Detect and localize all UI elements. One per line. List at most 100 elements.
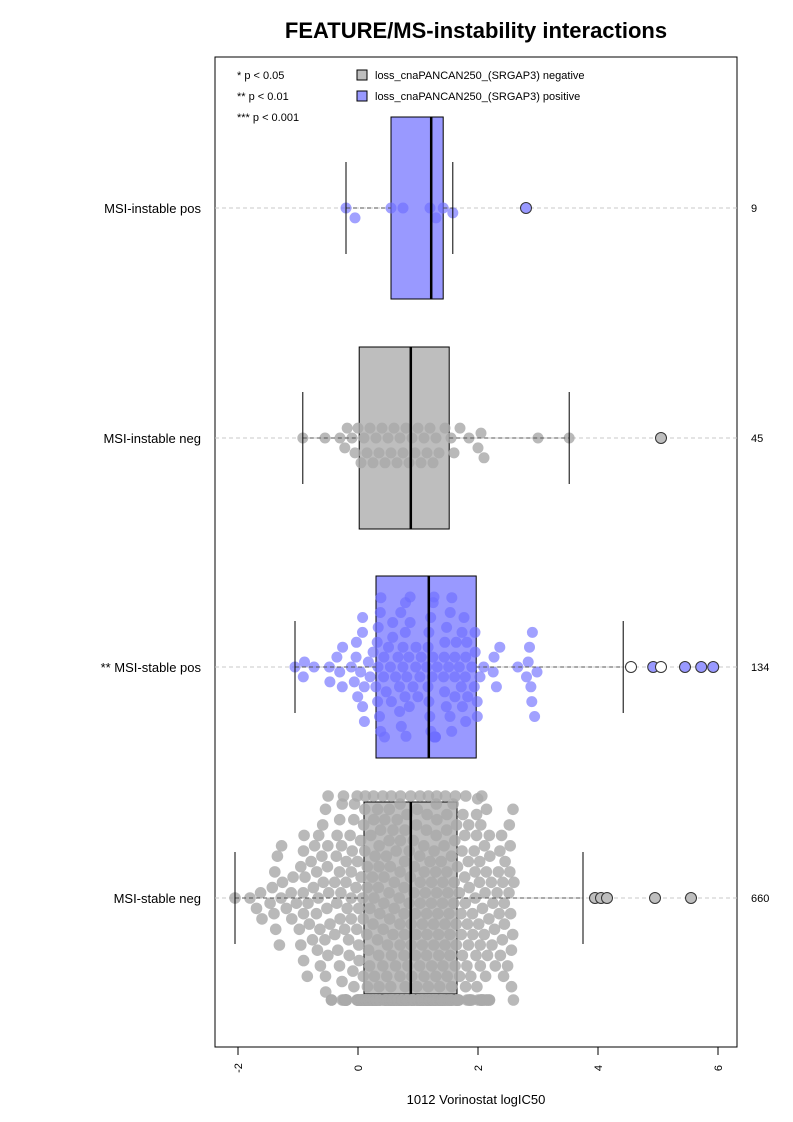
data-point — [427, 457, 439, 469]
outlier-point — [520, 202, 532, 214]
data-point — [397, 202, 409, 214]
data-point — [526, 696, 538, 708]
data-point — [410, 641, 422, 653]
data-point — [508, 876, 520, 889]
data-point — [329, 928, 341, 941]
data-point — [388, 422, 400, 434]
data-point — [444, 928, 456, 941]
outlier-point — [625, 661, 637, 673]
data-point — [387, 928, 399, 941]
data-point — [388, 902, 401, 915]
data-point — [501, 960, 514, 972]
count-label: 134 — [751, 662, 769, 674]
data-point — [444, 949, 456, 962]
data-point — [276, 876, 289, 889]
data-point — [424, 855, 436, 868]
data-point — [497, 876, 509, 889]
data-point — [409, 949, 422, 962]
data-point — [254, 887, 267, 899]
data-point — [352, 902, 365, 915]
data-point — [474, 939, 487, 951]
data-point — [453, 970, 466, 983]
data-point — [353, 954, 365, 967]
data-point — [398, 928, 411, 941]
data-point — [372, 949, 385, 962]
data-point — [414, 897, 427, 909]
data-point — [410, 661, 422, 673]
data-point — [285, 887, 298, 899]
data-point — [444, 607, 456, 618]
data-point — [425, 897, 438, 909]
y-axis-label: MSI-instable pos — [104, 201, 201, 216]
data-point — [394, 918, 406, 930]
data-point — [354, 834, 367, 847]
data-point — [479, 887, 491, 899]
data-point — [432, 907, 444, 920]
data-point — [319, 970, 332, 983]
data-point — [486, 939, 498, 951]
data-point — [290, 897, 303, 909]
data-points — [229, 202, 720, 1006]
data-point — [456, 949, 469, 962]
data-point — [340, 876, 352, 889]
data-point — [345, 913, 358, 925]
data-point — [297, 954, 310, 967]
data-point — [368, 892, 380, 904]
data-point — [394, 790, 407, 802]
data-point — [451, 860, 464, 873]
data-point — [323, 661, 335, 673]
data-point — [358, 681, 370, 693]
data-point — [359, 803, 371, 816]
data-point — [497, 970, 510, 983]
data-point — [387, 631, 399, 643]
data-point — [456, 626, 468, 638]
data-point — [269, 866, 281, 878]
data-point — [439, 636, 451, 648]
data-point — [521, 671, 532, 683]
data-point — [494, 845, 506, 857]
data-point — [365, 829, 377, 842]
legend-entry: loss_cnaPANCAN250_(SRGAP3) negative — [375, 70, 585, 82]
data-point — [498, 918, 511, 930]
data-point — [376, 422, 388, 434]
data-point — [450, 636, 462, 648]
data-point — [430, 212, 442, 224]
data-point — [470, 808, 483, 821]
data-point — [377, 960, 389, 972]
data-point — [357, 701, 369, 713]
data-point — [438, 840, 450, 852]
data-point — [469, 626, 481, 638]
data-point — [445, 850, 458, 862]
data-point — [458, 612, 470, 623]
data-point — [383, 887, 395, 899]
data-point — [361, 928, 373, 941]
data-point — [419, 887, 432, 899]
data-point — [478, 928, 491, 941]
data-point — [357, 913, 370, 925]
data-point — [301, 970, 314, 983]
data-point — [275, 840, 288, 852]
data-point — [476, 902, 489, 915]
data-point — [385, 790, 398, 802]
data-point — [387, 617, 399, 628]
outlier-point — [679, 661, 691, 673]
data-point — [524, 641, 535, 653]
data-point — [399, 980, 412, 993]
data-point — [374, 607, 386, 618]
data-point — [357, 626, 368, 638]
data-point — [443, 661, 455, 673]
data-point — [314, 960, 327, 972]
data-point — [397, 661, 409, 673]
data-point — [324, 676, 336, 688]
data-point — [367, 813, 380, 826]
data-point — [412, 691, 424, 703]
data-point — [428, 591, 440, 603]
data-point — [373, 860, 385, 873]
data-point — [410, 819, 423, 831]
data-point — [367, 457, 379, 469]
data-point — [378, 897, 390, 909]
x-tick-label: -2 — [233, 1063, 245, 1073]
data-point — [334, 913, 346, 925]
outlier-point — [655, 661, 667, 673]
data-point — [440, 824, 453, 836]
